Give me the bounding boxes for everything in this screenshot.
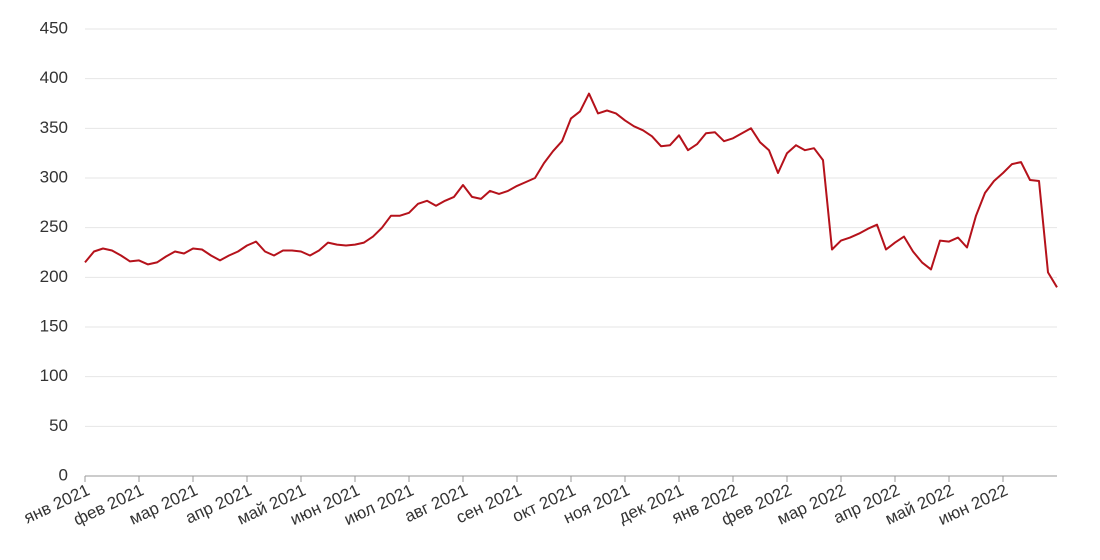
y-tick-label: 350 xyxy=(40,118,68,137)
y-tick-label: 100 xyxy=(40,366,68,385)
y-tick-label: 0 xyxy=(59,465,68,484)
y-tick-label: 450 xyxy=(40,18,68,37)
y-tick-label: 200 xyxy=(40,267,68,286)
y-tick-label: 400 xyxy=(40,68,68,87)
y-tick-label: 50 xyxy=(49,416,68,435)
series-line xyxy=(84,92,1058,288)
y-tick-label: 250 xyxy=(40,217,68,236)
y-tick-label: 300 xyxy=(40,167,68,186)
y-tick-label: 150 xyxy=(40,316,68,335)
